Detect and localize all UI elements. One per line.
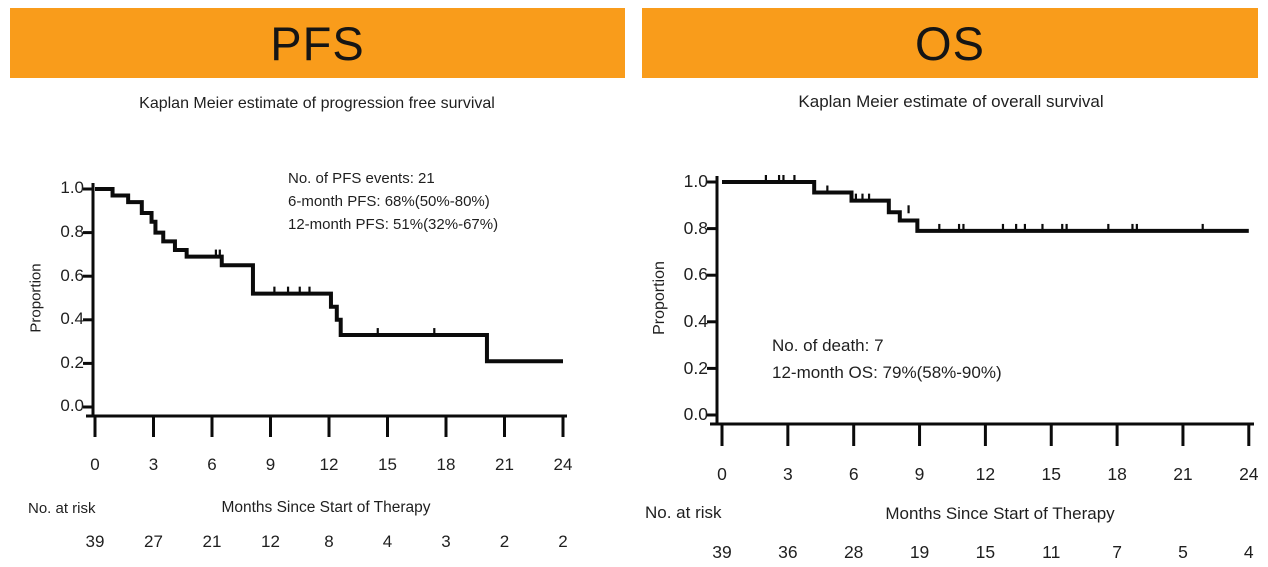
os-at-risk-count: 28 (843, 542, 864, 562)
os-x-tick-label: 0 (717, 464, 727, 484)
os-y-tick-label: 0.2 (683, 357, 708, 378)
os-at-risk-count: 11 (1042, 542, 1061, 562)
pfs-y-tick-label: 0.6 (60, 265, 84, 285)
pfs-y-tick-label: 0.4 (60, 309, 84, 329)
pfs-header-title: PFS (270, 16, 365, 70)
pfs-at-risk-count: 8 (324, 532, 334, 551)
pfs-at-risk-count: 2 (499, 532, 510, 551)
os-x-tick-label: 18 (1107, 464, 1127, 484)
pfs-at-risk-count: 4 (382, 532, 393, 551)
pfs-y-tick-label: 0.8 (60, 222, 84, 242)
os-header-bar: OS (642, 8, 1258, 78)
pfs-x-tick-label: 15 (378, 455, 397, 474)
os-at-risk-count: 39 (712, 542, 732, 562)
pfs-x-tick-label: 18 (436, 455, 456, 474)
pfs-km-curve (95, 187, 563, 364)
pfs-at-risk-count: 2 (558, 532, 568, 551)
os-chart-subtitle: Kaplan Meier estimate of overall surviva… (798, 92, 1104, 111)
os-x-tick-label: 21 (1173, 464, 1193, 484)
os-x-axis-label: Months Since Start of Therapy (885, 504, 1115, 523)
os-y-tick-label: 0.6 (683, 264, 708, 285)
os-header-title: OS (915, 16, 985, 70)
pfs-header-bar: PFS (10, 8, 625, 78)
os-at-risk-count: 19 (909, 542, 930, 562)
pfs-x-tick-label: 9 (265, 455, 276, 474)
pfs-x-axis-label: Months Since Start of Therapy (221, 499, 431, 516)
pfs-x-tick-label: 6 (207, 455, 217, 474)
pfs-x-tick-label: 24 (553, 455, 573, 474)
os-x-tick-label: 9 (914, 464, 925, 484)
pfs-y-tick-label: 0.2 (60, 352, 84, 372)
pfs-x-tick-label: 21 (495, 455, 514, 474)
os-annotation-line: 12-month OS: 79%(58%-90%) (772, 363, 1002, 382)
os-km-curve (722, 180, 1249, 233)
pfs-no-at-risk-label: No. at risk (28, 500, 96, 517)
os-annotation-block: No. of death: 7 12-month OS: 79%(58%-90%) (772, 332, 1002, 386)
os-no-at-risk-label: No. at risk (645, 503, 722, 522)
os-x-tick-label: 15 (1041, 464, 1061, 484)
pfs-at-risk-count: 39 (85, 532, 105, 551)
pfs-at-risk-count: 27 (144, 532, 163, 551)
pfs-y-tick-label: 1.0 (60, 178, 84, 198)
pfs-x-tick-label: 3 (148, 455, 159, 474)
pfs-at-risk-count: 3 (441, 532, 451, 551)
pfs-y-tick-label: 0.0 (60, 396, 84, 416)
os-x-tick-label: 12 (975, 464, 996, 484)
os-at-risk-count: 15 (975, 542, 996, 562)
pfs-annotation-block: No. of PFS events: 21 6-month PFS: 68%(50… (288, 167, 498, 236)
pfs-annotation-line: 12-month PFS: 51%(32%-67%) (288, 216, 499, 233)
os-x-tick-label: 3 (782, 464, 793, 484)
pfs-annotation-line: No. of PFS events: 21 (288, 170, 435, 187)
os-y-tick-label: 0.4 (683, 310, 708, 331)
os-y-tick-label: 0.0 (683, 404, 708, 425)
os-at-risk-count: 36 (778, 542, 798, 562)
pfs-chart-subtitle: Kaplan Meier estimate of progression fre… (139, 95, 495, 112)
pfs-x-tick-label: 0 (90, 455, 100, 474)
os-x-tick-label: 24 (1239, 464, 1259, 484)
pfs-at-risk-count: 21 (202, 532, 222, 551)
pfs-at-risk-count: 12 (261, 532, 280, 551)
os-at-risk-count: 5 (1178, 542, 1188, 562)
pfs-x-tick-label: 12 (319, 455, 339, 474)
os-annotation-line: No. of death: 7 (772, 336, 884, 355)
os-y-tick-label: 1.0 (683, 171, 708, 192)
os-at-risk-count: 7 (1112, 542, 1122, 562)
os-y-tick-label: 0.8 (683, 217, 708, 238)
os-at-risk-count: 4 (1243, 542, 1254, 562)
os-x-tick-label: 6 (848, 464, 859, 484)
pfs-annotation-line: 6-month PFS: 68%(50%-80%) (288, 193, 490, 210)
